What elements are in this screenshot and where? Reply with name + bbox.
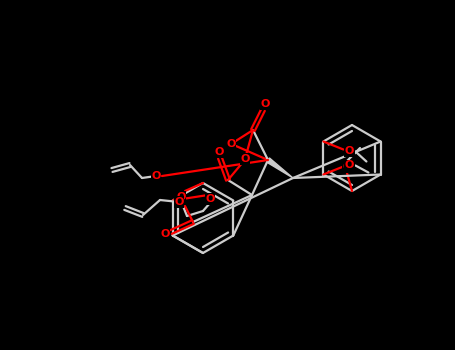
Text: O: O xyxy=(152,171,161,181)
Text: O: O xyxy=(342,162,352,172)
Text: O: O xyxy=(174,197,184,207)
Text: O: O xyxy=(345,147,354,156)
Text: O: O xyxy=(240,154,250,164)
Text: O: O xyxy=(226,139,236,149)
Text: O: O xyxy=(160,229,170,239)
Polygon shape xyxy=(267,158,293,178)
Text: O: O xyxy=(214,147,224,157)
Text: O: O xyxy=(345,161,354,170)
Text: O: O xyxy=(205,194,215,204)
Text: O: O xyxy=(177,192,186,202)
Text: O: O xyxy=(260,99,270,109)
